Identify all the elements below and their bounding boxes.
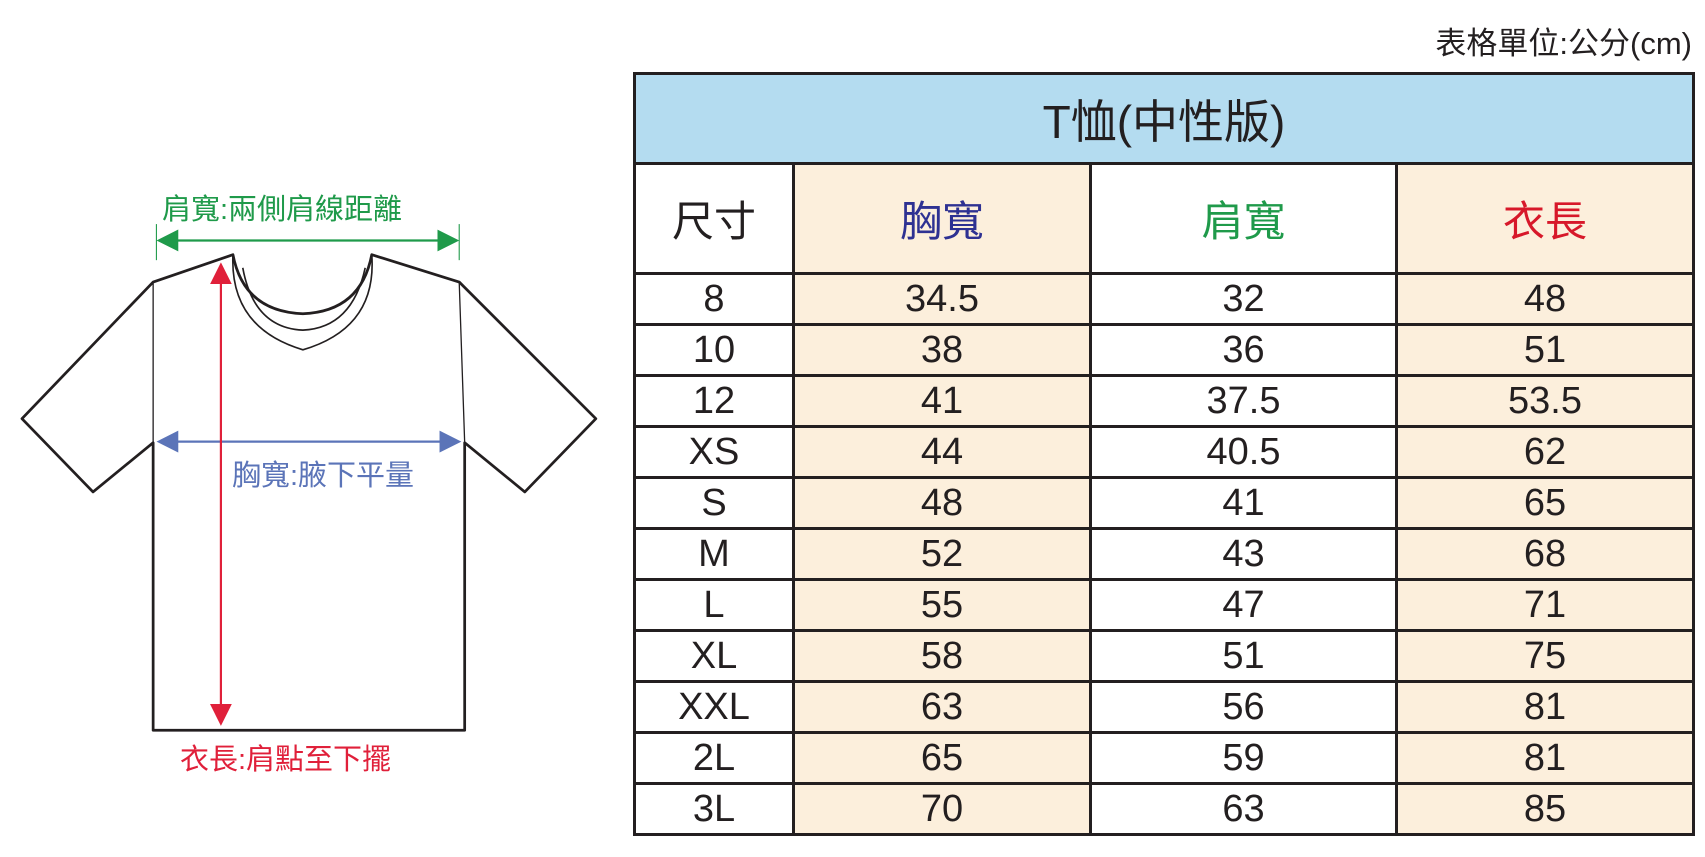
cell-chest: 34.5 [792,272,1092,326]
table-row: M 52 43 68 [633,527,1695,581]
shoulder-width-label: 肩寬:兩側肩線距離 [162,194,403,226]
cell-shoulder: 32 [1089,272,1398,326]
table-row: S 48 41 65 [633,476,1695,530]
table-title: T恤(中性版) [633,72,1695,165]
cell-length: 75 [1395,629,1695,683]
cell-length: 81 [1395,731,1695,785]
table-row: XS 44 40.5 62 [633,425,1695,479]
cell-size: M [633,527,795,581]
cell-size: 8 [633,272,795,326]
cell-length: 81 [1395,680,1695,734]
header-chest: 胸寬 [792,162,1092,275]
cell-chest: 55 [792,578,1092,632]
table-row: 3L 70 63 85 [633,782,1695,836]
cell-shoulder: 41 [1089,476,1398,530]
cell-chest: 65 [792,731,1092,785]
cell-size: S [633,476,795,530]
cell-length: 85 [1395,782,1695,836]
cell-shoulder: 43 [1089,527,1398,581]
cell-shoulder: 56 [1089,680,1398,734]
cell-chest: 63 [792,680,1092,734]
cell-shoulder: 59 [1089,731,1398,785]
header-row: 尺寸 胸寬 肩寬 衣長 [633,162,1695,275]
unit-note: 表格單位:公分(cm) [1435,26,1692,61]
cell-size: XL [633,629,795,683]
header-shoulder: 肩寬 [1089,162,1398,275]
cell-shoulder: 36 [1089,323,1398,377]
cell-shoulder: 51 [1089,629,1398,683]
tshirt-outline [20,253,598,732]
table-row: XL 58 51 75 [633,629,1695,683]
table-row: 12 41 37.5 53.5 [633,374,1695,428]
cell-shoulder: 63 [1089,782,1398,836]
cell-chest: 52 [792,527,1092,581]
table-row: XXL 63 56 81 [633,680,1695,734]
tshirt-diagram [20,224,598,732]
cell-length: 71 [1395,578,1695,632]
cell-length: 48 [1395,272,1695,326]
cell-length: 68 [1395,527,1695,581]
cell-size: 2L [633,731,795,785]
cell-shoulder: 40.5 [1089,425,1398,479]
cell-chest: 58 [792,629,1092,683]
table-row: 2L 65 59 81 [633,731,1695,785]
cell-chest: 44 [792,425,1092,479]
cell-size: XXL [633,680,795,734]
cell-length: 53.5 [1395,374,1695,428]
cell-shoulder: 47 [1089,578,1398,632]
header-length: 衣長 [1395,162,1695,275]
cell-chest: 41 [792,374,1092,428]
cell-length: 51 [1395,323,1695,377]
table-row: L 55 47 71 [633,578,1695,632]
table-row: 8 34.5 32 48 [633,272,1695,326]
chest-width-label: 胸寬:腋下平量 [232,460,415,492]
cell-size: 12 [633,374,795,428]
cell-size: L [633,578,795,632]
cell-shoulder: 37.5 [1089,374,1398,428]
cell-chest: 38 [792,323,1092,377]
length-label: 衣長:肩點至下擺 [180,744,392,776]
cell-size: XS [633,425,795,479]
table-row: 10 38 36 51 [633,323,1695,377]
size-chart-table: T恤(中性版) 尺寸 胸寬 肩寬 衣長 8 34.5 32 48 10 38 36 51 12 4… [633,72,1695,836]
cell-length: 62 [1395,425,1695,479]
cell-length: 65 [1395,476,1695,530]
cell-chest: 70 [792,782,1092,836]
header-size: 尺寸 [633,162,795,275]
cell-chest: 48 [792,476,1092,530]
cell-size: 10 [633,323,795,377]
cell-size: 3L [633,782,795,836]
